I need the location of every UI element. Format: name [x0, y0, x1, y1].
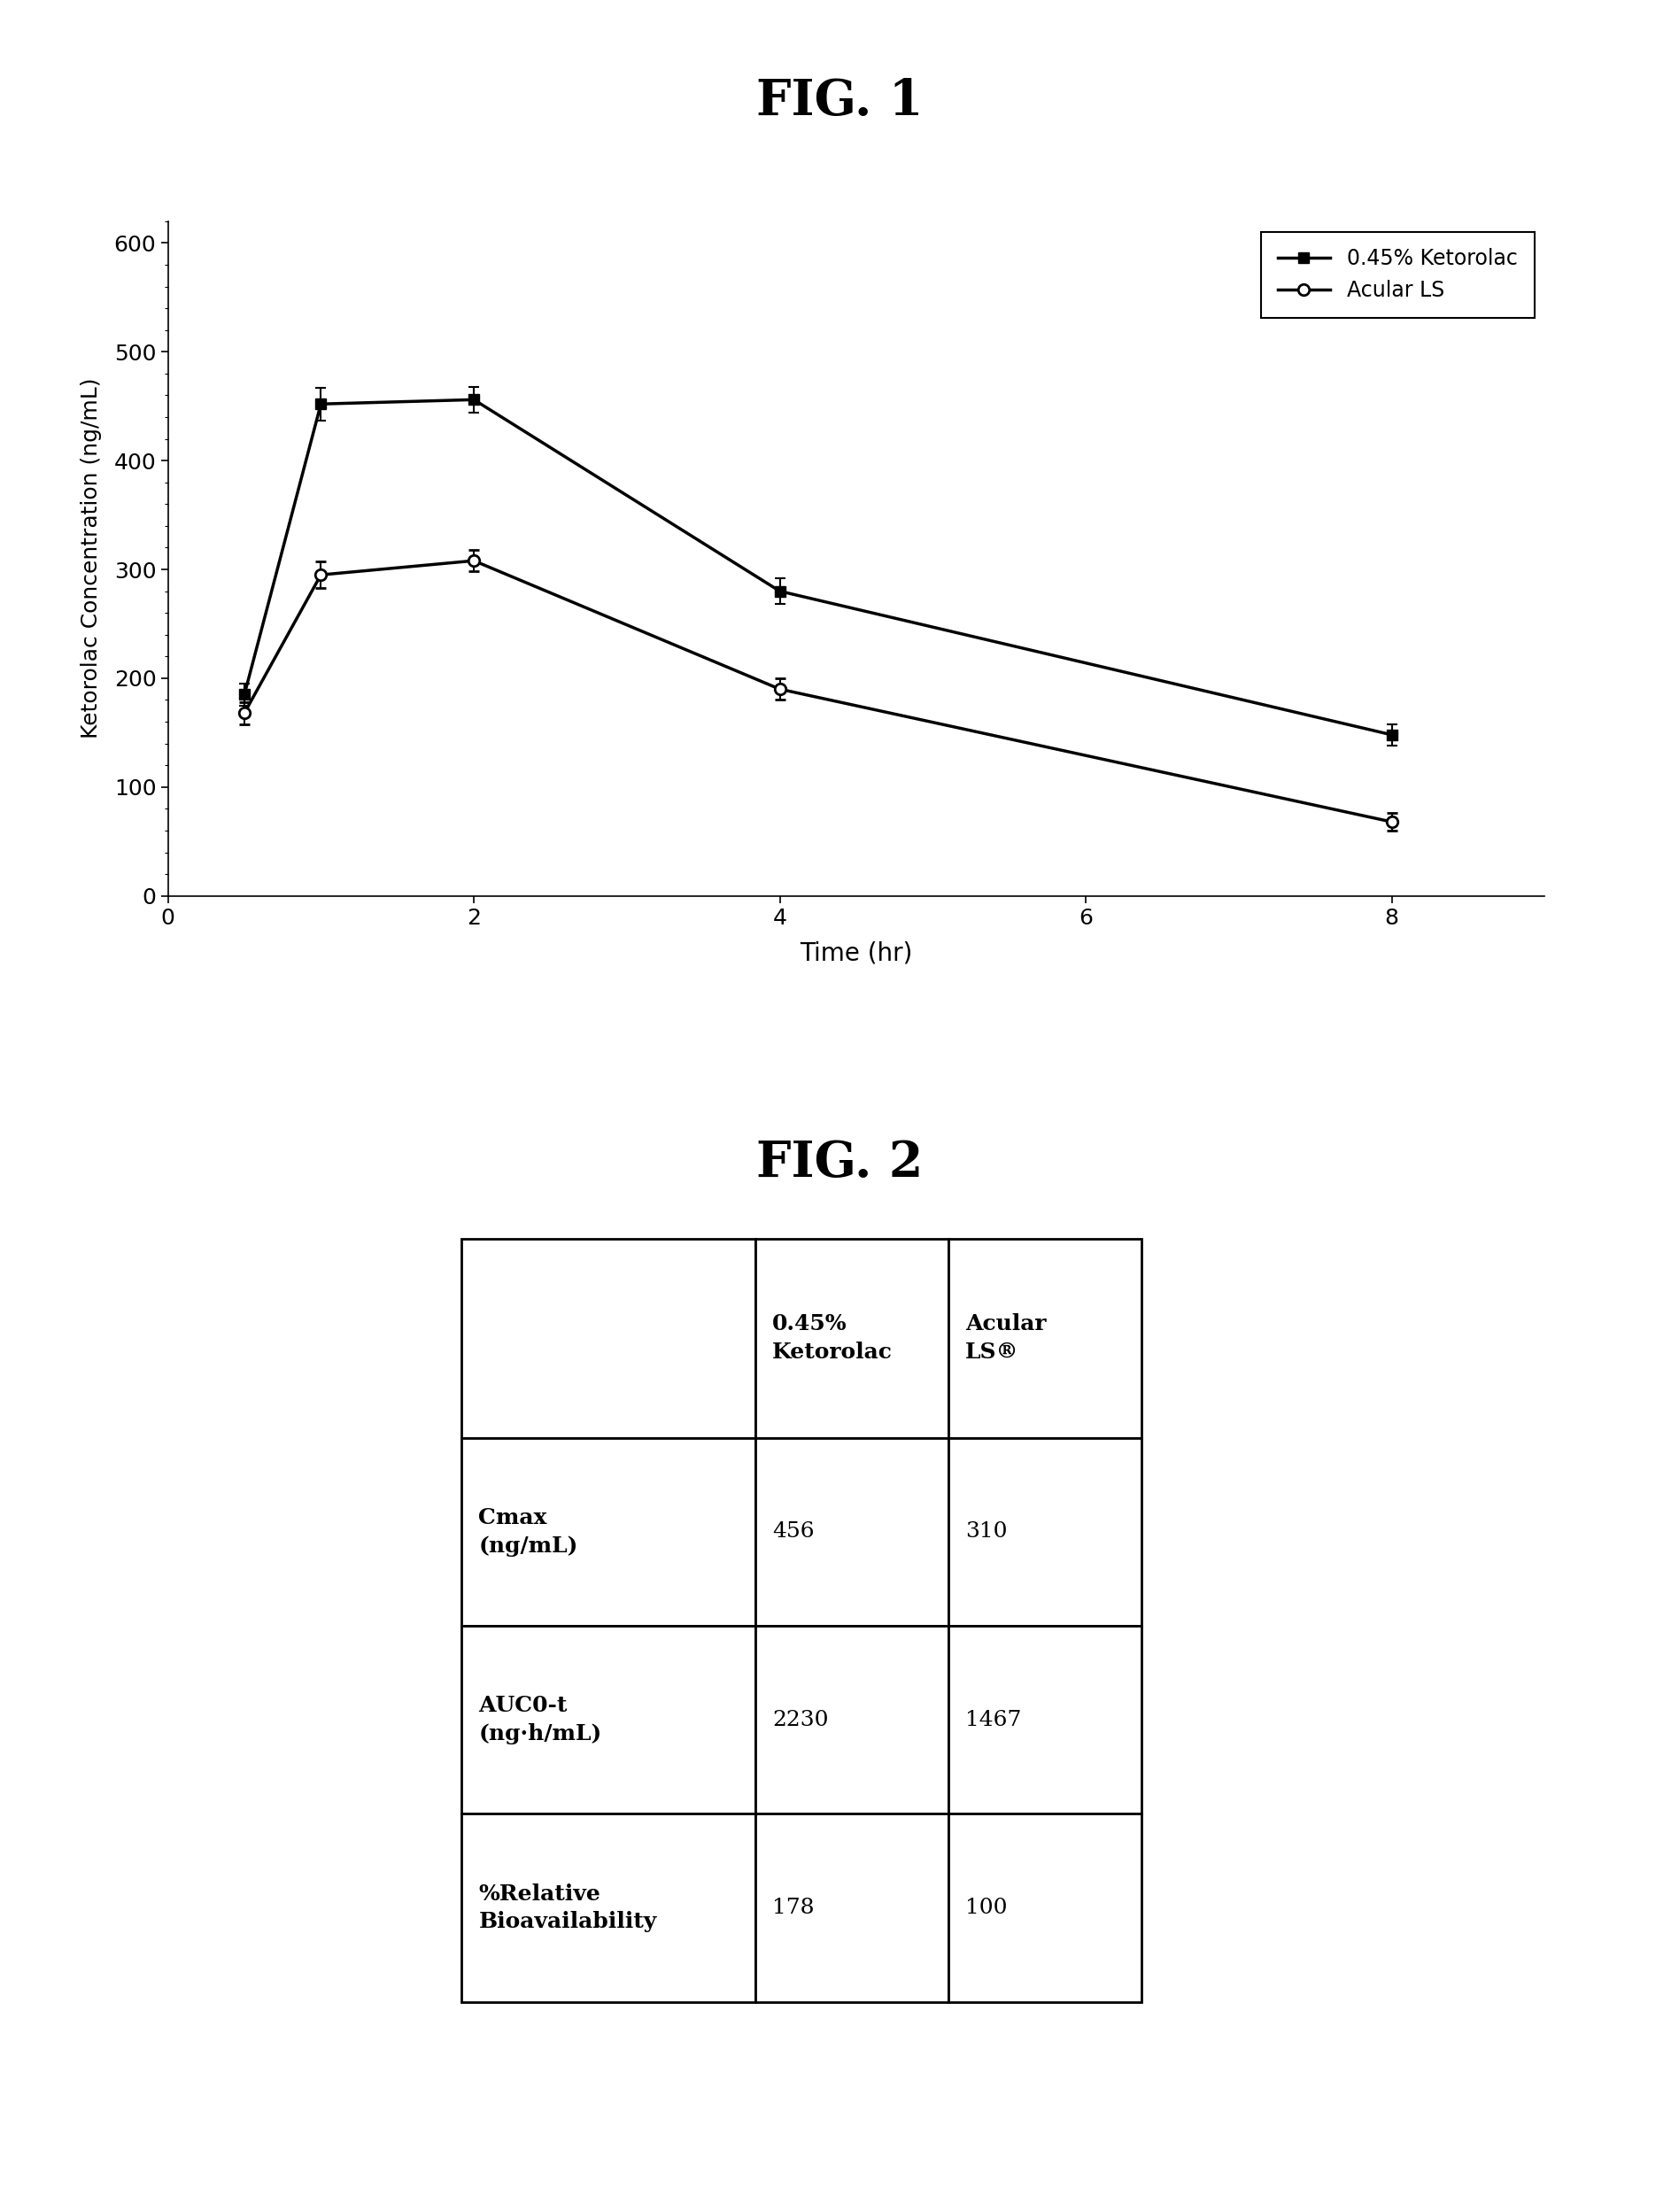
- Text: 178: 178: [772, 1898, 814, 1918]
- Text: AUC0-t
(ng·h/mL): AUC0-t (ng·h/mL): [479, 1694, 601, 1745]
- Text: 100: 100: [965, 1898, 1007, 1918]
- Text: Acular
LS®: Acular LS®: [965, 1314, 1046, 1363]
- Y-axis label: Ketorolac Concentration (ng/mL): Ketorolac Concentration (ng/mL): [81, 378, 102, 739]
- Legend: 0.45% Ketorolac, Acular LS: 0.45% Ketorolac, Acular LS: [1261, 232, 1535, 319]
- Text: 2230: 2230: [772, 1710, 828, 1730]
- Text: FIG. 2: FIG. 2: [756, 1139, 923, 1188]
- X-axis label: Time (hr): Time (hr): [799, 940, 913, 967]
- Text: %Relative
Bioavailability: %Relative Bioavailability: [479, 1882, 656, 1933]
- Text: Cmax
(ng/mL): Cmax (ng/mL): [479, 1506, 578, 1557]
- Text: FIG. 1: FIG. 1: [756, 77, 923, 126]
- Text: 310: 310: [965, 1522, 1007, 1542]
- Text: 1467: 1467: [965, 1710, 1021, 1730]
- Text: 0.45%
Ketorolac: 0.45% Ketorolac: [772, 1314, 893, 1363]
- Text: 456: 456: [772, 1522, 814, 1542]
